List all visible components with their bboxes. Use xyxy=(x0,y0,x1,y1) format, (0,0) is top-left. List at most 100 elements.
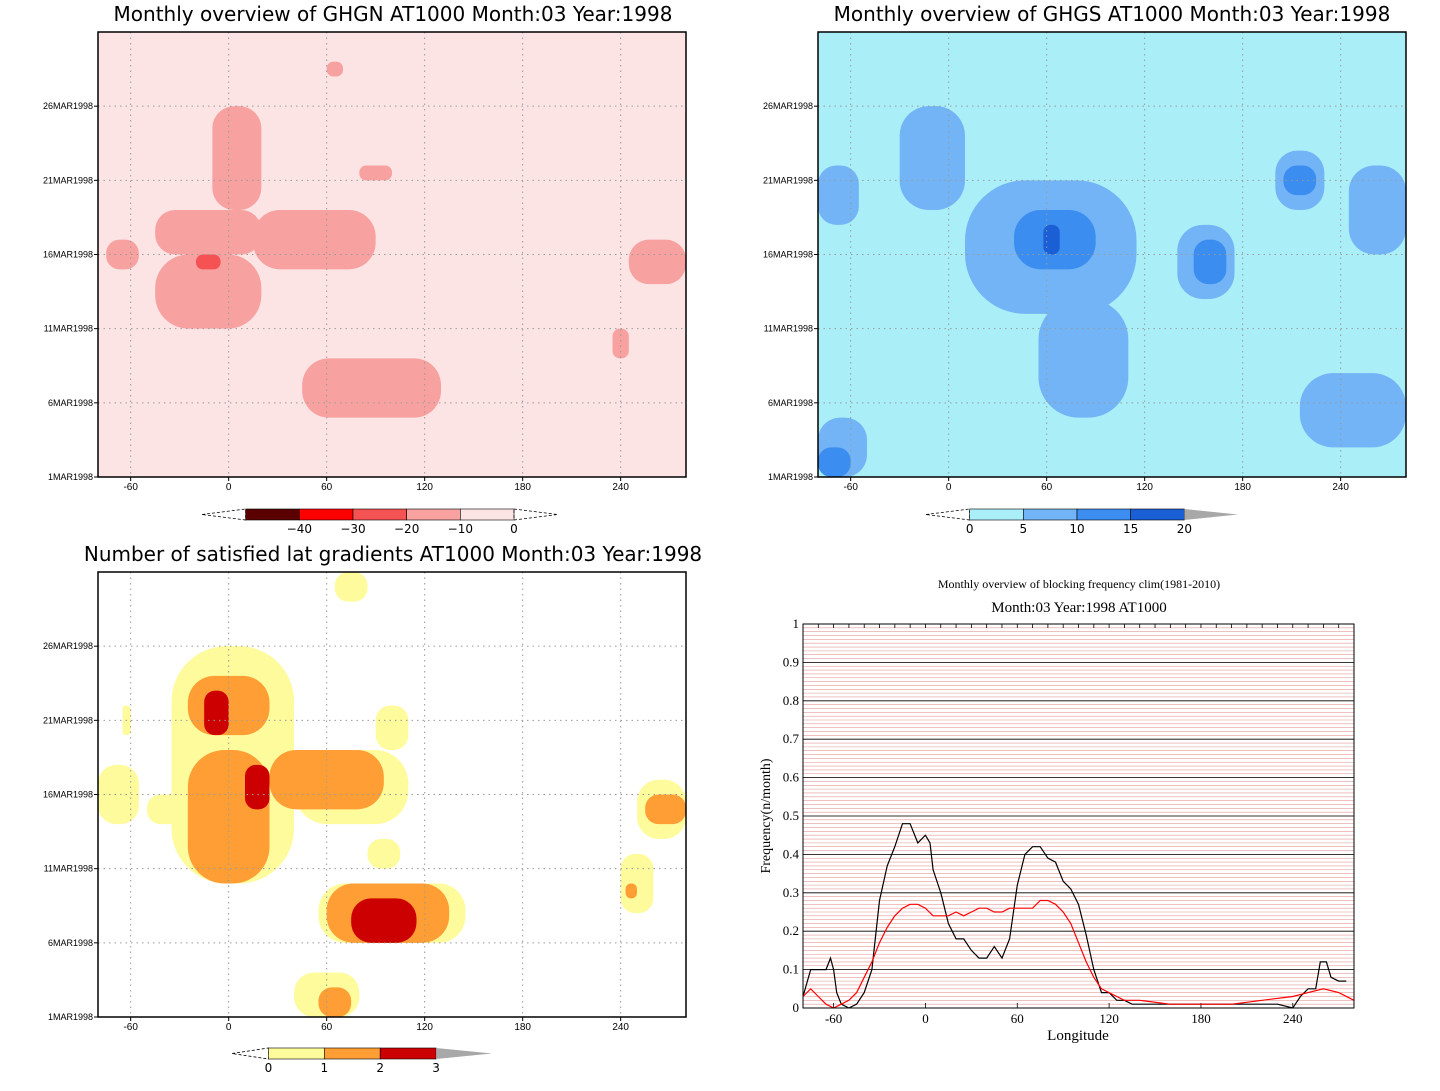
colorbar-tick-label: −40 xyxy=(287,522,312,536)
colorbar-segment xyxy=(352,508,407,521)
contour-region-5 xyxy=(899,106,965,210)
x-tick-label: -60 xyxy=(825,1011,842,1026)
panel-blocking-ylabel: Frequency(n/month) xyxy=(759,758,774,873)
contour-region-1 xyxy=(269,750,384,810)
contour-region-0 xyxy=(334,572,368,602)
series-line-red xyxy=(802,899,1355,1009)
panel-ghgn: Monthly overview of GHGN AT1000 Month:03… xyxy=(43,2,687,536)
x-tick-label: 0 xyxy=(922,1011,929,1026)
colorbar-segment xyxy=(460,508,515,521)
x-tick-label: 120 xyxy=(416,482,433,493)
contour-region-0 xyxy=(620,853,654,914)
colorbar-segment xyxy=(1076,508,1131,521)
panel-blocking-plot: 0 0.1 0.2 0.3 0.4 0.5 0.6 0.7 0.8 0.9 1 -60 0 60 120 18… xyxy=(783,616,1355,1026)
contour-region-10 xyxy=(1193,239,1227,285)
series-line-black xyxy=(802,823,1347,1009)
contour-region--10 xyxy=(155,210,262,255)
y-tick-label: 21MAR1998 xyxy=(43,175,93,185)
colorbar-segment xyxy=(969,508,1024,521)
y-tick-label: 1MAR1998 xyxy=(768,472,813,482)
colorbar-tick-label: −30 xyxy=(340,522,365,536)
x-tick-label: 180 xyxy=(514,1022,531,1033)
x-tick-label: 0 xyxy=(946,482,952,493)
colorbar-extension-high xyxy=(513,508,558,521)
colorbar-tick-label: 0 xyxy=(510,522,518,536)
y-tick-label: 1 xyxy=(793,616,800,631)
panel-ghgs-title: Monthly overview of GHGS AT1000 Month:03… xyxy=(834,2,1391,26)
contour-region-10 xyxy=(818,447,851,477)
x-tick-label: 240 xyxy=(612,1022,629,1033)
contour-region--10 xyxy=(326,61,343,77)
x-tick-label: 60 xyxy=(1041,482,1053,493)
colorbar-tick-label: 20 xyxy=(1177,522,1192,536)
x-tick-label: 240 xyxy=(612,482,629,493)
colorbar-segment xyxy=(379,1047,437,1060)
y-tick-label: 6MAR1998 xyxy=(48,398,93,408)
y-tick-label: 21MAR1998 xyxy=(763,175,813,185)
x-tick-label: 180 xyxy=(1234,482,1251,493)
x-tick-label: 60 xyxy=(321,482,333,493)
x-tick-label: -60 xyxy=(123,482,138,493)
colorbar-segment xyxy=(268,1047,325,1060)
panel-gradients-plot: 26MAR1998 21MAR1998 16MAR1998 11MAR1998 6MAR… xyxy=(43,571,687,1033)
y-tick-label: 0.6 xyxy=(783,770,800,785)
y-tick-label: 0.5 xyxy=(783,808,799,823)
contour-region-15 xyxy=(1043,224,1060,255)
y-tick-label: 11MAR1998 xyxy=(44,864,93,874)
y-tick-label: 1MAR1998 xyxy=(48,1012,93,1022)
colorbar-extension-low xyxy=(925,508,971,521)
y-tick-label: 0 xyxy=(793,1000,800,1015)
panel-blocking-xlabel: Longitude xyxy=(1047,1028,1109,1044)
colorbar-tick-label: 3 xyxy=(432,1061,440,1075)
contour-region-1 xyxy=(625,883,637,899)
contour-region--10 xyxy=(212,106,262,210)
contour-region--10 xyxy=(612,328,629,359)
panel-blocking: Monthly overview of blocking frequency c… xyxy=(759,577,1355,1044)
contour-regions xyxy=(98,572,686,1017)
y-tick-label: 16MAR1998 xyxy=(763,250,813,260)
y-tick-label: 26MAR1998 xyxy=(43,101,93,111)
y-tick-label: 21MAR1998 xyxy=(43,715,93,725)
colorbar-segment xyxy=(245,508,300,521)
contour-region-2 xyxy=(204,690,229,736)
contour-region--10 xyxy=(155,254,262,329)
panel-gradients-title: Number of satisfied lat gradients AT1000… xyxy=(84,542,702,566)
contour-region--10 xyxy=(359,165,392,181)
colorbar-segment xyxy=(1130,508,1185,521)
x-tick-label: -60 xyxy=(123,1022,138,1033)
contour-region-0 xyxy=(147,794,188,825)
contour-region-1 xyxy=(645,794,686,825)
panel-ghgn-colorbar: −40 −30 −20 −10 0 xyxy=(201,508,558,536)
contour-region-2 xyxy=(351,898,417,943)
y-tick-label: 26MAR1998 xyxy=(43,641,93,651)
y-tick-label: 0.1 xyxy=(783,962,799,977)
x-tick-label: 240 xyxy=(1332,482,1349,493)
panel-ghgs: Monthly overview of GHGS AT1000 Month:03… xyxy=(763,2,1407,536)
contour-region-0 xyxy=(367,839,401,869)
panel-blocking-subtitle: Month:03 Year:1998 AT1000 xyxy=(991,600,1166,616)
contour-region-10 xyxy=(1283,165,1317,196)
plot-frame xyxy=(802,623,1355,1009)
colorbar-extension-high xyxy=(436,1048,492,1059)
y-tick-label: 11MAR1998 xyxy=(44,324,93,334)
y-tick-label: 0.9 xyxy=(783,654,799,669)
panel-ghgs-colorbar: 0 5 10 15 20 xyxy=(925,508,1238,536)
colorbar-segment xyxy=(406,508,461,521)
colorbar-tick-label: 15 xyxy=(1123,522,1138,536)
x-tick-label: 60 xyxy=(1011,1011,1024,1026)
contour-region-1 xyxy=(318,987,352,1017)
x-tick-label: 120 xyxy=(416,1022,433,1033)
panel-ghgs-plot: 26MAR1998 21MAR1998 16MAR1998 11MAR1998 6MAR… xyxy=(763,31,1407,493)
contour-region--20 xyxy=(196,254,221,270)
y-tick-label: 16MAR1998 xyxy=(43,250,93,260)
panel-ghgn-plot: 26MAR1998 21MAR1998 16MAR1998 11MAR1998 6MAR… xyxy=(43,31,687,493)
x-tick-label: 60 xyxy=(321,1022,333,1033)
y-tick-label: 26MAR1998 xyxy=(763,101,813,111)
x-tick-label: 0 xyxy=(226,482,232,493)
panel-gradients-colorbar: 0 1 2 3 xyxy=(231,1047,492,1075)
y-tick-label: 0.4 xyxy=(783,846,800,861)
contour-region-0 xyxy=(375,705,409,750)
y-tick-label: 16MAR1998 xyxy=(43,790,93,800)
y-tick-label: 11MAR1998 xyxy=(764,324,813,334)
